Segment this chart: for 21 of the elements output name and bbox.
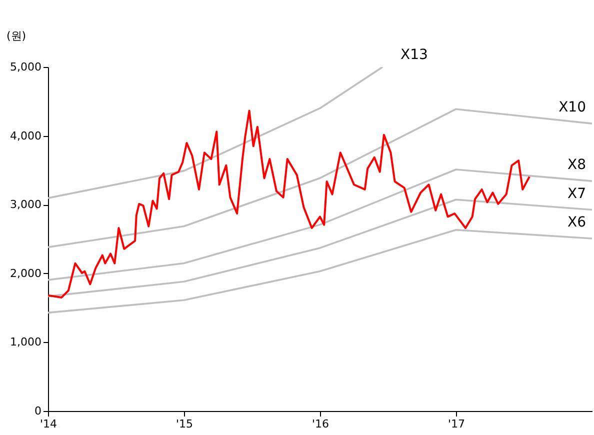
line-series: [48, 228, 592, 314]
series-label: X7: [568, 186, 586, 202]
x-tick-label: '14: [40, 418, 58, 430]
series-label: X8: [568, 157, 586, 174]
y-tick-label: 5,000: [10, 60, 42, 74]
line-series: [48, 168, 592, 281]
y-tick-label: 2,000: [10, 266, 42, 280]
y-tick-label: 1,000: [10, 336, 42, 349]
y-tick-label: 3,000: [10, 198, 42, 212]
x-tick-label: '15: [176, 418, 194, 430]
line-series: [48, 110, 530, 298]
series-label: X10: [558, 100, 586, 116]
y-tick-label: 0: [34, 404, 42, 418]
y-tick-label: 4,000: [10, 129, 42, 142]
line-series: [48, 67, 384, 199]
series-label: X13: [400, 47, 428, 63]
y-axis-title: (원): [6, 30, 26, 42]
line-series: [48, 198, 592, 298]
x-tick-label: '16: [312, 418, 330, 430]
x-tick-label: '17: [448, 418, 466, 430]
series-label: X6: [568, 214, 586, 231]
